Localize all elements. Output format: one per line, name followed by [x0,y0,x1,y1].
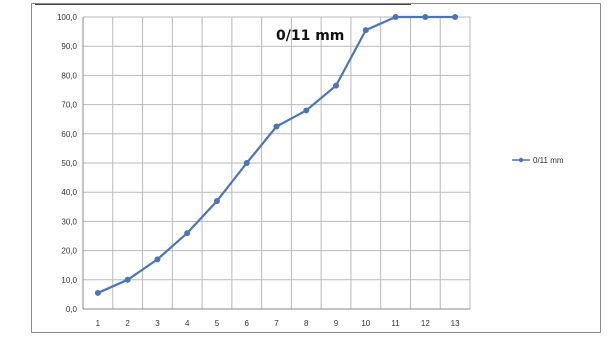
x-tick-label: 4 [185,319,190,328]
y-tick-label: 100,0 [57,13,78,22]
series-annotation: 0/11 mm [276,28,344,44]
x-tick-label: 1 [96,319,101,328]
legend: 0/11 mm [512,156,564,165]
axes: 0,0 10,0 20,0 30,0 40,0 50,0 60,0 70,0 80,0 90,0 1… [57,13,470,328]
data-point [213,197,220,204]
x-tick-label: 11 [391,319,400,328]
header-rule [35,4,411,5]
y-tick-label: 20,0 [61,247,77,256]
x-tick-label: 13 [451,319,460,328]
x-tick-label: 7 [274,319,279,328]
x-tick-label: 3 [155,319,160,328]
x-tick-label: 8 [304,319,309,328]
x-tick-label: 2 [125,319,130,328]
data-point [154,256,161,263]
legend-label: 0/11 mm [533,156,564,165]
y-tick-label: 0,0 [66,305,78,314]
data-point [124,276,131,283]
grid [82,16,471,310]
y-tick-label: 40,0 [61,188,77,197]
data-point [452,14,459,20]
y-tick-label: 90,0 [61,42,77,51]
x-tick-label: 12 [421,319,430,328]
data-point [303,107,310,114]
data-point [184,230,191,237]
series-layer [94,14,459,296]
data-point [362,27,369,34]
data-point [94,289,101,296]
data-point [243,160,250,166]
y-tick-label: 30,0 [61,217,77,226]
x-tick-label: 6 [245,319,250,328]
series-line [97,15,456,294]
y-tick-label: 80,0 [61,71,77,80]
data-point [422,14,429,20]
y-tick-label: 60,0 [61,130,77,139]
legend-marker [518,157,524,163]
y-tick-label: 10,0 [61,276,77,285]
x-tick-label: 5 [215,319,220,328]
data-point [392,14,399,20]
y-tick-label: 50,0 [61,159,77,168]
data-point [273,123,280,130]
y-tick-label: 70,0 [61,101,77,110]
data-point [333,82,340,89]
x-tick-label: 9 [334,319,339,328]
x-tick-label: 10 [361,319,370,328]
